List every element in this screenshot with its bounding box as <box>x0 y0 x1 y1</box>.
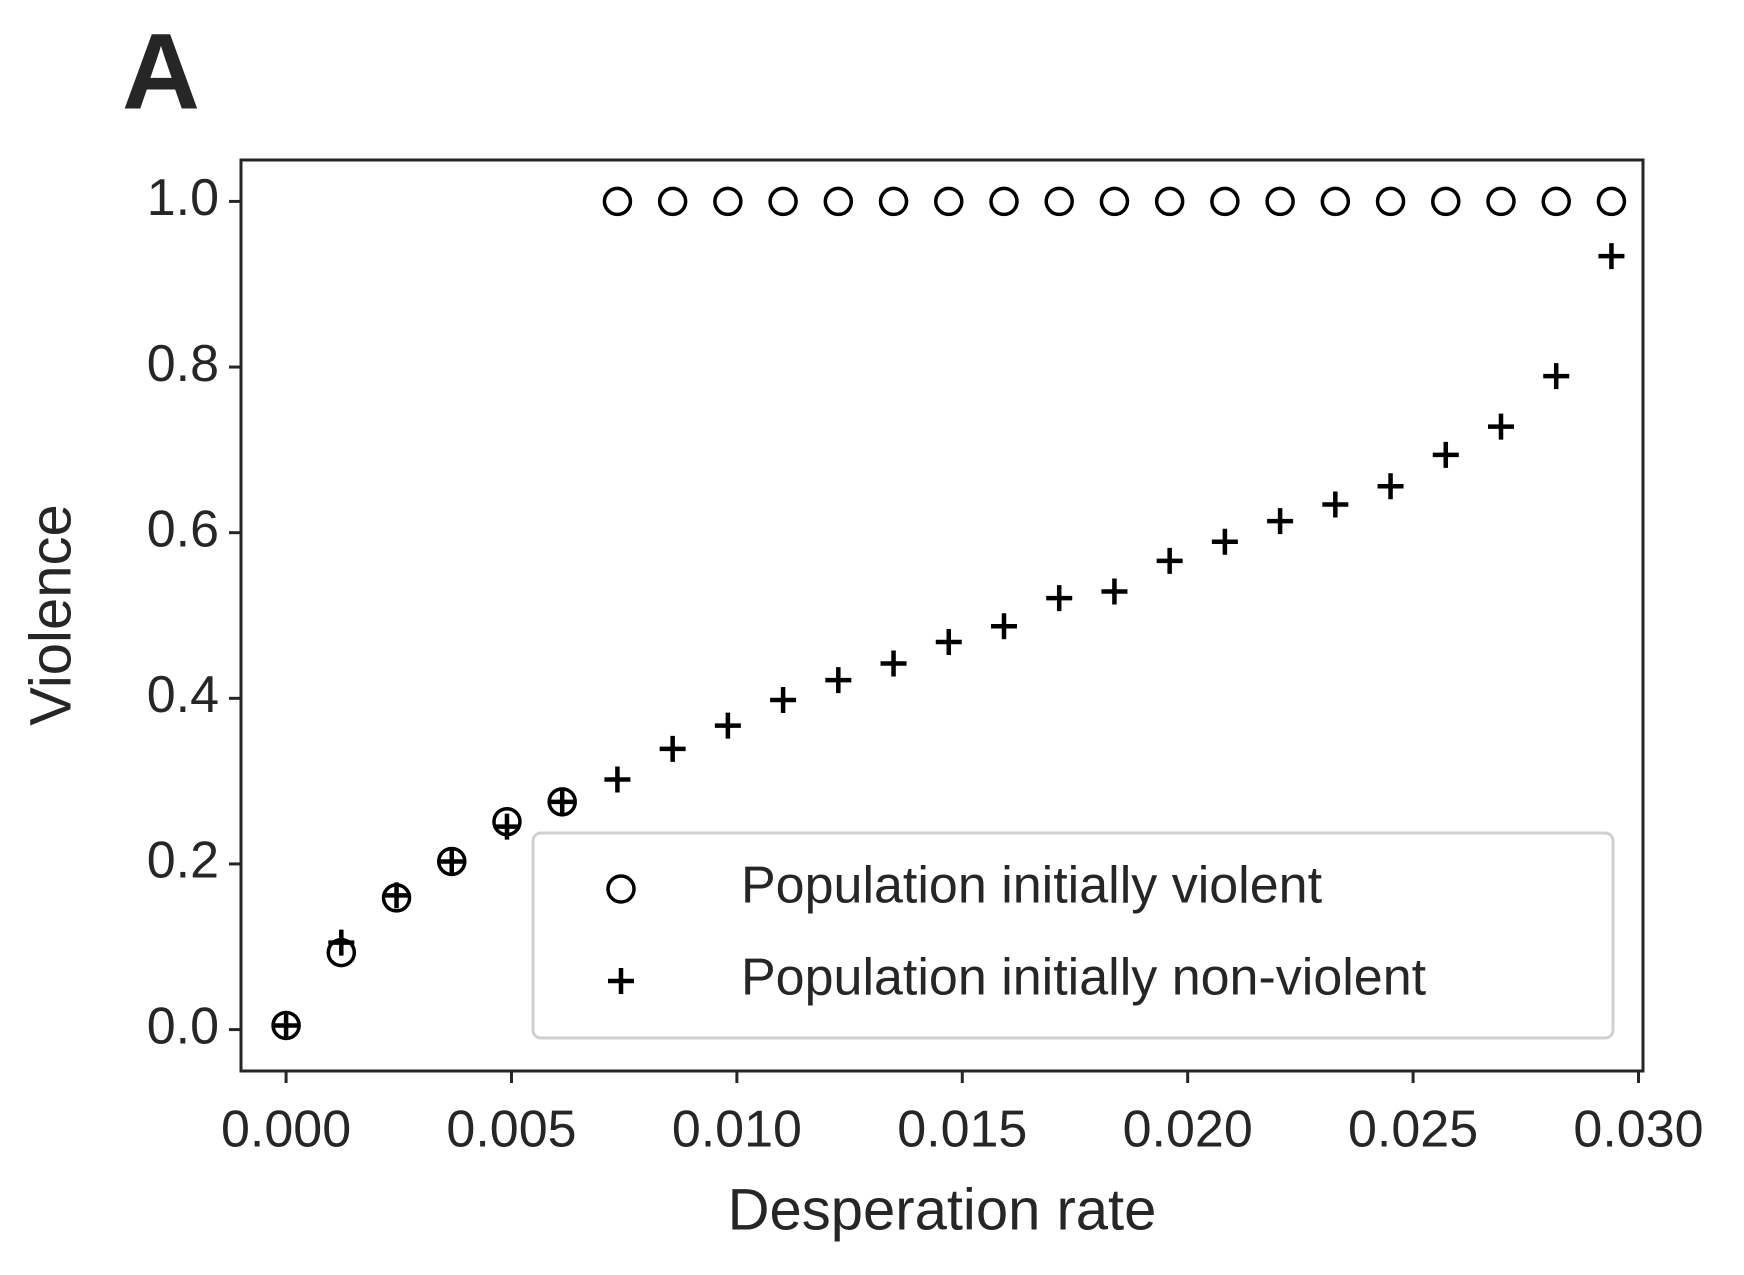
circle-marker <box>1320 186 1351 217</box>
plus-marker <box>714 712 741 739</box>
x-tick-label: 0.015 <box>897 1101 1027 1159</box>
circle-marker <box>1541 186 1571 217</box>
plus-marker <box>1101 578 1128 605</box>
x-tick-label: 0.005 <box>446 1101 576 1159</box>
plus-marker <box>273 1012 300 1039</box>
legend-box <box>531 831 1615 1040</box>
plus-marker <box>1488 413 1514 440</box>
plus-marker <box>1543 363 1570 390</box>
circle-marker <box>878 186 909 217</box>
plus-marker <box>1046 585 1073 612</box>
plus-marker <box>608 968 634 994</box>
x-tick-label: 0.000 <box>221 1101 351 1159</box>
x-tick-label: 0.030 <box>1573 1101 1703 1159</box>
plus-marker <box>935 629 962 656</box>
legend: Population initially violent Population i… <box>531 831 1615 1040</box>
plus-marker <box>383 882 410 909</box>
x-axis-label: Desperation rate <box>728 1177 1157 1242</box>
plus-marker <box>1211 528 1238 555</box>
plus-marker <box>659 735 686 762</box>
circle-marker <box>823 186 854 217</box>
plus-marker <box>825 667 852 694</box>
plus-marker <box>990 613 1017 640</box>
x-tick-label: 0.025 <box>1348 1101 1478 1159</box>
circle-marker <box>768 186 798 217</box>
y-tick-label: 0.0 <box>147 997 219 1055</box>
plus-marker <box>1267 508 1294 535</box>
circle-marker <box>1210 186 1240 217</box>
plus-marker <box>880 650 907 677</box>
circle-marker <box>989 186 1019 217</box>
y-tick-label: 0.6 <box>147 500 219 558</box>
y-tick-label: 0.4 <box>147 666 219 724</box>
legend-label: Population initially violent <box>741 857 1323 915</box>
circle-marker <box>1265 186 1295 217</box>
y-tick-label: 1.0 <box>147 169 219 227</box>
circle-marker <box>1154 186 1185 217</box>
circle-marker <box>602 186 633 217</box>
panel-label: A <box>122 11 200 132</box>
y-tick-label: 0.8 <box>147 335 219 393</box>
plus-marker <box>549 788 576 815</box>
circle-marker <box>1596 186 1627 217</box>
plus-marker <box>1322 491 1349 518</box>
plus-marker <box>1432 441 1459 468</box>
plus-marker <box>1156 547 1183 574</box>
x-tick-label: 0.020 <box>1123 1101 1253 1159</box>
circle-marker <box>1099 186 1130 217</box>
plus-marker <box>604 766 631 793</box>
y-axis-label: Violence <box>18 504 83 725</box>
plus-marker <box>438 848 465 875</box>
x-tick-label: 0.010 <box>672 1101 802 1159</box>
circle-marker <box>713 186 743 217</box>
circle-marker <box>934 186 964 217</box>
plus-marker <box>493 813 520 840</box>
plus-marker <box>1598 243 1625 270</box>
plus-marker <box>1377 473 1404 500</box>
y-tick-label: 0.2 <box>147 832 219 890</box>
plus-marker <box>328 929 355 956</box>
circle-marker <box>1486 186 1516 217</box>
circle-marker <box>606 874 636 904</box>
plot-frame <box>239 158 1645 1073</box>
circle-marker <box>1044 186 1074 217</box>
legend-label: Population initially non-violent <box>741 949 1427 1007</box>
circle-marker <box>1375 186 1406 217</box>
plus-marker <box>770 686 797 713</box>
circle-marker <box>1431 186 1461 217</box>
circle-marker <box>657 186 688 217</box>
